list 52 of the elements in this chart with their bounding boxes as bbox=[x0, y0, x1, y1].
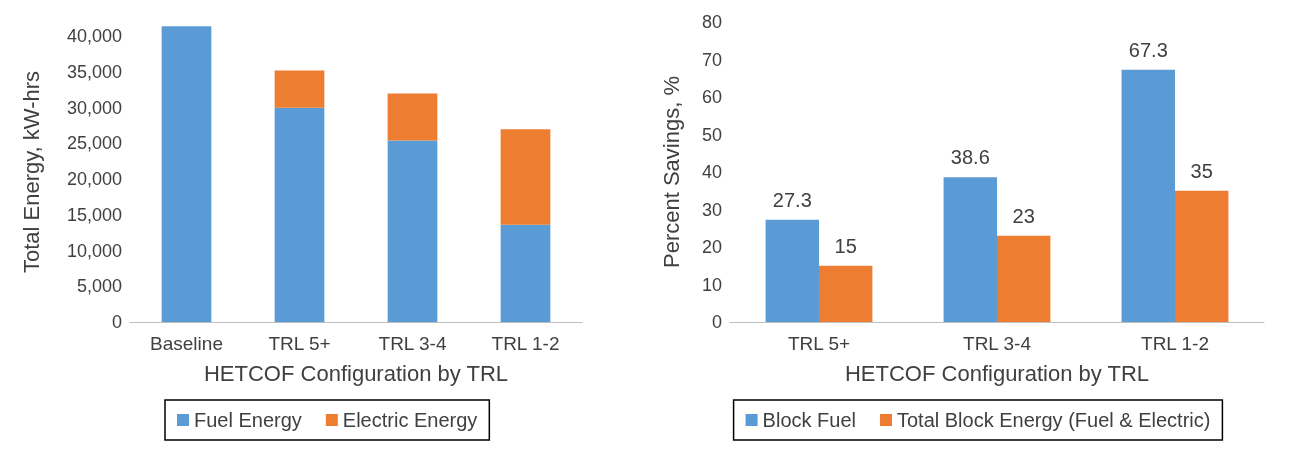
x-tick-label: TRL 5+ bbox=[268, 333, 331, 354]
y-tick-label: 20,000 bbox=[66, 169, 122, 190]
y-axis-title: Percent Savings, % bbox=[658, 76, 684, 268]
y-tick-label: 20 bbox=[701, 237, 722, 257]
bar bbox=[274, 107, 325, 322]
bar bbox=[387, 93, 438, 141]
bar bbox=[500, 129, 551, 225]
legend-label: Block Fuel bbox=[762, 409, 856, 431]
y-axis-title: Total Energy, kW-hrs bbox=[18, 70, 44, 274]
y-tick-label: 5,000 bbox=[76, 276, 122, 297]
bar bbox=[997, 235, 1051, 322]
x-tick-label: TRL 3-4 bbox=[963, 333, 1032, 354]
y-tick-label: 0 bbox=[111, 312, 122, 332]
bar bbox=[819, 265, 873, 322]
legend-label: Fuel Energy bbox=[194, 409, 302, 431]
bar bbox=[500, 224, 551, 322]
legend-label: Electric Energy bbox=[342, 409, 478, 431]
y-tick-label: 60 bbox=[701, 87, 722, 107]
bar bbox=[1121, 69, 1175, 322]
bar bbox=[943, 177, 997, 322]
data-label: 27.3 bbox=[772, 188, 812, 211]
y-tick-label: 40,000 bbox=[66, 26, 122, 47]
legend-label: Total Block Energy (Fuel & Electric) bbox=[896, 409, 1211, 431]
y-tick-label: 40 bbox=[701, 162, 722, 182]
x-tick-label: TRL 3-4 bbox=[378, 333, 447, 354]
x-tick-label: TRL 5+ bbox=[787, 333, 851, 354]
bar bbox=[161, 26, 212, 322]
bar bbox=[1175, 190, 1229, 322]
y-tick-label: 10 bbox=[701, 274, 722, 295]
y-tick-label: 35,000 bbox=[66, 62, 122, 82]
y-tick-label: 80 bbox=[701, 12, 722, 32]
x-axis-title: HETCOF Configuration by TRL bbox=[203, 360, 509, 386]
x-axis-title: HETCOF Configuration by TRL bbox=[844, 360, 1150, 386]
bar bbox=[274, 70, 325, 108]
y-tick-label: 25,000 bbox=[66, 133, 122, 154]
y-tick-label: 30 bbox=[701, 199, 722, 220]
data-label: 35 bbox=[1190, 159, 1213, 182]
data-label: 38.6 bbox=[950, 146, 990, 169]
x-tick-label: TRL 1-2 bbox=[1141, 333, 1209, 354]
y-tick-label: 0 bbox=[711, 312, 722, 332]
x-tick-label: Baseline bbox=[150, 333, 223, 354]
y-tick-label: 10,000 bbox=[66, 240, 122, 261]
data-label: 67.3 bbox=[1128, 38, 1168, 61]
bar bbox=[387, 140, 438, 322]
y-tick-label: 70 bbox=[701, 49, 722, 70]
y-tick-label: 30,000 bbox=[66, 97, 122, 118]
x-tick-label: TRL 1-2 bbox=[491, 333, 560, 354]
data-label: 23 bbox=[1012, 204, 1035, 227]
y-tick-label: 50 bbox=[701, 124, 722, 145]
y-tick-label: 15,000 bbox=[66, 204, 122, 225]
data-label: 15 bbox=[834, 234, 857, 257]
bar bbox=[765, 219, 819, 322]
